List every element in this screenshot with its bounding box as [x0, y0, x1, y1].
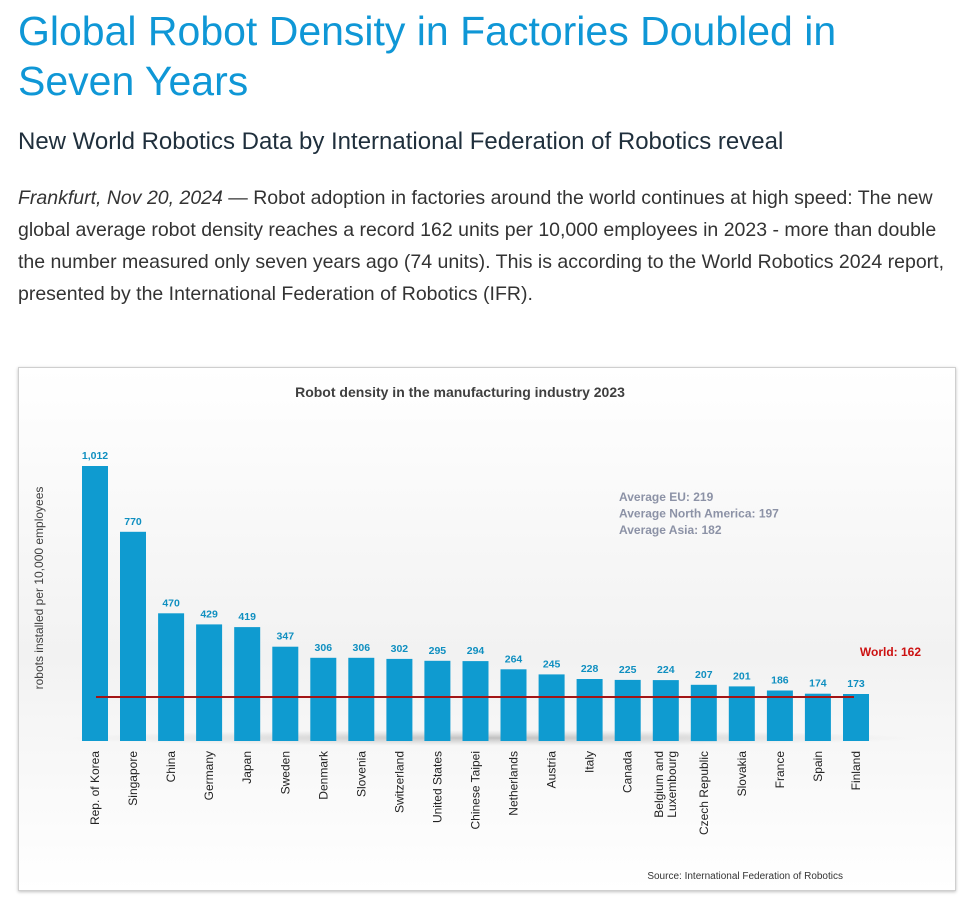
value-label-0: 1,012 — [82, 450, 108, 462]
value-label-17: 201 — [733, 670, 751, 682]
category-label-14: Canada — [621, 751, 635, 793]
source-note: Source: International Federation of Robo… — [647, 871, 843, 882]
category-label-7: Slovenia — [354, 751, 368, 797]
chart-figure: Robot density in the manufacturing indus… — [18, 367, 956, 891]
bar-16 — [690, 684, 717, 742]
category-label-18: France — [773, 751, 787, 789]
bar-20 — [843, 694, 869, 741]
bar-13 — [576, 679, 603, 741]
bar-8 — [386, 658, 413, 741]
article-subheadline: New World Robotics Data by International… — [18, 128, 784, 155]
category-label-5: Sweden — [278, 751, 292, 794]
bar-6 — [310, 657, 337, 741]
value-label-13: 228 — [581, 663, 599, 675]
article-body-text: — Robot adoption in factories around the… — [18, 187, 945, 305]
bar-17 — [728, 686, 755, 741]
value-label-1: 770 — [124, 516, 142, 528]
article-headline: Global Robot Density in Factories Double… — [18, 8, 837, 104]
bar-4 — [234, 627, 261, 741]
category-label-12: Austria — [545, 751, 559, 789]
category-label-10: Chinese Taipei — [469, 751, 483, 830]
y-axis-label: robots installed per 10,000 employees — [32, 487, 46, 690]
category-label-8: Switzerland — [392, 751, 406, 813]
article-body: Frankfurt, Nov 20, 2024 — Robot adoption… — [18, 182, 958, 310]
value-label-3: 429 — [200, 608, 218, 620]
category-label-15: Belgium andLuxembourg — [652, 751, 679, 818]
value-label-10: 294 — [467, 645, 485, 657]
category-label-17: Slovakia — [735, 751, 749, 797]
category-label-0: Rep. of Korea — [88, 751, 102, 825]
category-label-20: Finland — [849, 751, 863, 790]
value-label-7: 306 — [353, 642, 371, 654]
bar-9 — [424, 660, 451, 741]
value-label-18: 186 — [771, 675, 789, 687]
bar-11 — [500, 669, 527, 741]
bar-7 — [348, 657, 375, 741]
value-label-6: 306 — [315, 642, 333, 654]
value-label-2: 470 — [162, 597, 180, 609]
bar-15 — [652, 680, 679, 741]
bar-18 — [766, 690, 793, 741]
bar-5 — [272, 646, 299, 741]
dateline: Frankfurt, Nov 20, 2024 — [18, 187, 223, 209]
average-annotation-0: Average EU: 219 — [619, 490, 714, 504]
average-annotation-2: Average Asia: 182 — [619, 523, 722, 537]
chart-title: Robot density in the manufacturing indus… — [295, 384, 625, 400]
robot-density-chart: Robot density in the manufacturing indus… — [32, 384, 921, 882]
bar-1 — [120, 531, 146, 741]
category-label-19: Spain — [811, 751, 825, 782]
value-label-5: 347 — [277, 631, 295, 643]
category-label-1: Singapore — [126, 751, 140, 806]
value-label-11: 264 — [505, 653, 523, 665]
bar-12 — [538, 674, 565, 741]
category-label-3: Germany — [202, 751, 216, 800]
bars-group: 1,012 Rep. of Korea 770 Singapore 470 China 42… — [82, 450, 921, 835]
world-average-label: World: 162 — [860, 645, 921, 659]
value-label-9: 295 — [429, 645, 447, 657]
category-label-11: Netherlands — [507, 751, 521, 816]
category-label-16: Czech Republic — [697, 751, 711, 835]
value-label-12: 245 — [543, 658, 561, 670]
bar-2 — [158, 613, 185, 741]
category-label-4: Japan — [240, 751, 254, 784]
category-label-13: Italy — [583, 751, 597, 773]
bar-10 — [462, 661, 489, 741]
bar-3 — [196, 624, 223, 741]
value-label-19: 174 — [809, 678, 827, 690]
value-label-20: 173 — [847, 678, 865, 690]
category-label-9: United States — [430, 751, 444, 823]
value-label-16: 207 — [695, 669, 713, 681]
average-annotation-1: Average North America: 197 — [619, 507, 779, 521]
value-label-15: 224 — [657, 664, 675, 676]
value-label-8: 302 — [391, 643, 409, 655]
bar-14 — [614, 679, 641, 741]
value-label-14: 225 — [619, 664, 637, 676]
value-label-4: 419 — [238, 611, 256, 623]
category-label-6: Denmark — [316, 750, 330, 800]
bar-19 — [804, 693, 831, 741]
bar-0 — [82, 466, 108, 741]
category-label-2: China — [164, 751, 178, 783]
averages-annotation: Average EU: 219 Average North America: 19… — [619, 490, 779, 537]
